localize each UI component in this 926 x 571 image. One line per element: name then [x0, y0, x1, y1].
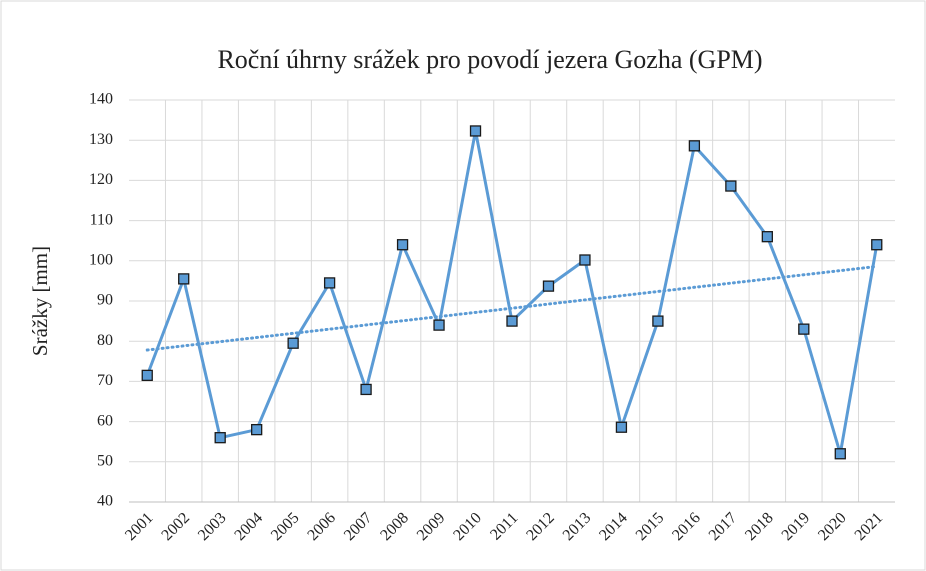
y-tick-label: 140: [89, 91, 113, 108]
y-tick-label: 90: [97, 292, 113, 309]
data-point: [287, 337, 299, 349]
data-point: [579, 254, 591, 266]
data-point: [506, 315, 518, 327]
data-point: [542, 280, 555, 292]
y-tick-label: 60: [97, 412, 113, 429]
y-tick-label: 130: [89, 131, 113, 148]
data-point: [360, 383, 372, 396]
data-point: [871, 239, 883, 251]
data-point: [761, 231, 773, 243]
data-point: [396, 239, 409, 251]
data-point: [798, 323, 810, 335]
data-point: [251, 423, 263, 436]
trendline: [145, 264, 879, 352]
y-tick-label: 110: [90, 211, 113, 228]
data-point: [141, 369, 153, 382]
chart-title: Roční úhrny srážek pro povodí jezera Goz…: [217, 45, 762, 74]
data-point: [323, 277, 336, 289]
y-tick-label: 70: [97, 372, 113, 389]
data-point: [688, 140, 701, 152]
data-point: [615, 421, 628, 433]
y-axis-title: Srážky [mm]: [28, 246, 52, 356]
y-tick-label: 40: [97, 493, 113, 510]
data-point: [834, 448, 846, 460]
y-tick-label: 120: [89, 171, 113, 188]
data-point: [469, 125, 482, 137]
data-point: [178, 273, 190, 285]
data-point: [652, 315, 664, 327]
y-tick-label: 80: [97, 332, 113, 349]
y-tick-label: 50: [97, 452, 113, 469]
data-point: [214, 432, 226, 444]
data-point: [433, 319, 445, 331]
data-point: [725, 180, 737, 192]
y-tick-label: 100: [89, 251, 113, 268]
